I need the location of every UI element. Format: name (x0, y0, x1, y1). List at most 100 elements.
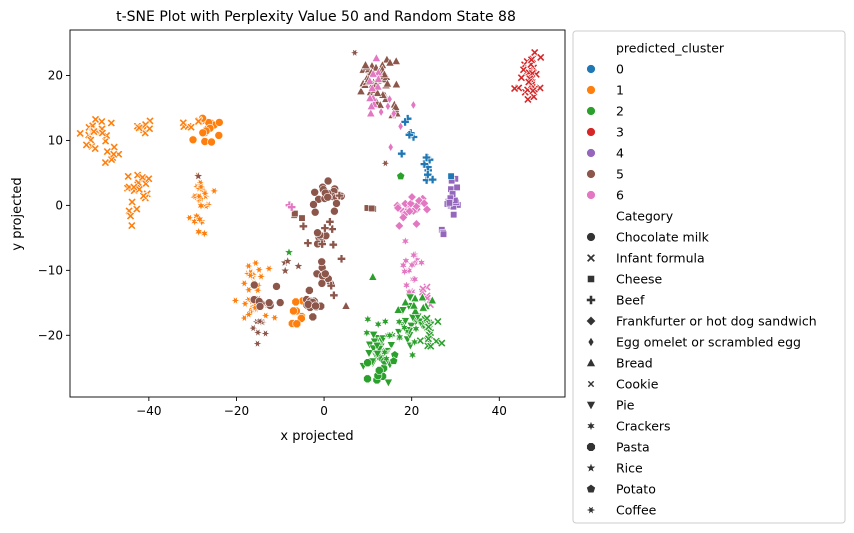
data-point (326, 281, 336, 291)
data-point (433, 317, 443, 326)
legend-entry-label: 6 (616, 188, 624, 203)
data-point (178, 118, 188, 128)
data-point (330, 206, 339, 216)
legend-entry-label: Potato (616, 482, 656, 497)
legend-entry-label: Chocolate milk (616, 230, 710, 245)
legend-entry-label: Beef (616, 293, 645, 308)
data-point (411, 323, 421, 335)
legend-marker (586, 169, 596, 179)
data-point (239, 298, 251, 309)
data-point (250, 280, 259, 290)
data-point (398, 259, 408, 271)
legend-marker (586, 85, 596, 95)
data-point (422, 313, 432, 323)
data-point (229, 295, 241, 306)
data-point (409, 300, 419, 310)
data-point (399, 266, 410, 277)
data-point (139, 191, 148, 201)
legend-marker (587, 275, 595, 283)
chart-title: t-SNE Plot with Perplexity Value 50 and … (116, 9, 516, 25)
data-point (373, 318, 383, 330)
legend-entry-label: Egg omelet or scrambled egg (616, 335, 801, 350)
data-point (341, 300, 351, 310)
data-point (397, 149, 407, 159)
legend-marker (586, 64, 596, 74)
data-point (363, 358, 372, 367)
data-point (207, 137, 216, 147)
data-point (536, 53, 546, 62)
data-point (214, 131, 224, 140)
data-point (250, 258, 262, 268)
data-point (196, 200, 206, 212)
data-point (510, 84, 519, 93)
data-point (381, 353, 392, 365)
legend-entry-label: Cheese (616, 272, 663, 287)
legend-frame (572, 30, 846, 524)
data-point (310, 207, 320, 217)
legend-marker (586, 442, 596, 452)
data-point (308, 312, 318, 322)
data-point (298, 214, 306, 222)
data-point (389, 356, 399, 365)
data-point (195, 213, 205, 225)
data-point (332, 199, 341, 208)
data-point (447, 172, 455, 180)
data-point (363, 313, 373, 325)
data-point (89, 127, 99, 136)
data-point (97, 117, 107, 126)
data-point (362, 327, 372, 339)
data-point (366, 101, 377, 110)
legend-marker (586, 127, 596, 137)
plot-frame (69, 29, 566, 398)
data-point (401, 255, 411, 267)
data-point (400, 235, 411, 247)
data-point (367, 83, 377, 92)
data-point (363, 374, 372, 384)
x-axis-label: x projected (280, 429, 353, 444)
data-point (422, 204, 432, 215)
data-point (123, 172, 133, 181)
data-point (299, 221, 308, 231)
data-point (309, 200, 318, 209)
data-point (400, 117, 410, 127)
y-axis-label: y projected (10, 177, 25, 250)
data-point (126, 211, 135, 221)
data-point (194, 117, 203, 126)
data-point (252, 327, 264, 338)
data-point (439, 230, 448, 238)
data-point (291, 210, 299, 218)
data-point (524, 77, 534, 87)
data-point (317, 239, 327, 249)
data-point (406, 322, 416, 331)
data-point (253, 264, 265, 275)
data-point (394, 316, 404, 328)
data-point (426, 341, 436, 351)
legend-marker (587, 336, 595, 348)
legend-entry-label: Pasta (616, 440, 650, 455)
data-point (410, 100, 417, 110)
data-point (387, 142, 394, 153)
legend-entry-label: 1 (616, 83, 624, 98)
data-point (194, 226, 204, 238)
data-point (427, 295, 437, 305)
data-point (303, 238, 313, 248)
legend-entry-label: 3 (616, 125, 624, 140)
data-point (195, 182, 207, 192)
data-point (410, 306, 421, 315)
y-tick-label: −20 (38, 328, 63, 342)
data-point (407, 192, 417, 202)
data-point (193, 170, 204, 181)
data-point (422, 153, 431, 162)
data-point (428, 175, 437, 184)
data-point (106, 118, 116, 128)
legend-marker (586, 295, 596, 305)
data-point (453, 183, 461, 191)
data-point (275, 298, 285, 307)
data-point (372, 88, 383, 97)
data-point (398, 212, 409, 223)
data-point (386, 341, 396, 351)
legend-marker (586, 190, 596, 200)
data-point (145, 124, 154, 134)
legend-entry-label: Coffee (616, 503, 657, 518)
legend-entry-label: 0 (616, 62, 624, 77)
